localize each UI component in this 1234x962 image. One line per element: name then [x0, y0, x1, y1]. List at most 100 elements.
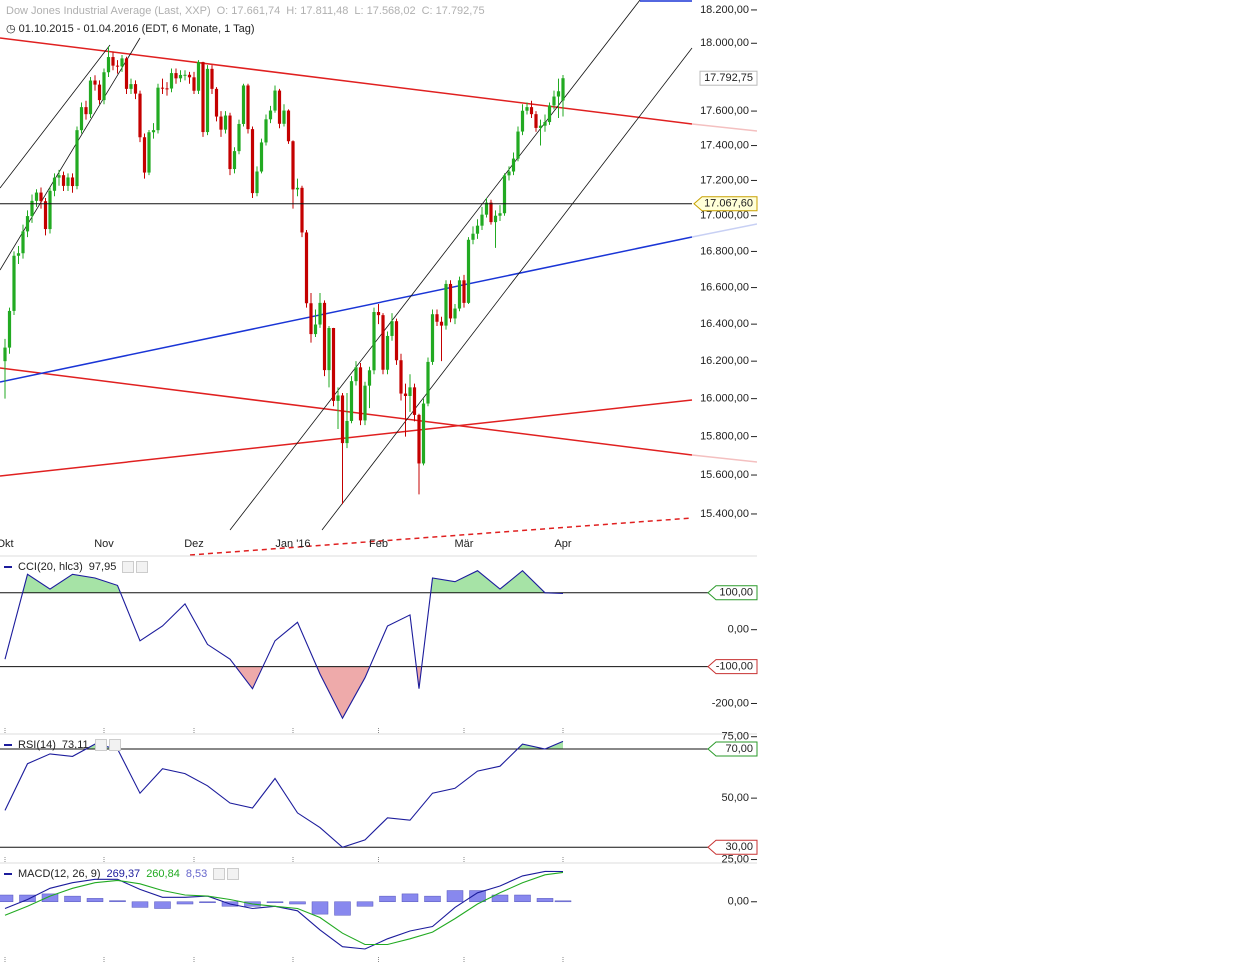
candle-body: [439, 321, 444, 326]
candle-body: [169, 73, 174, 89]
candle-body: [399, 360, 403, 394]
candle-body: [372, 312, 376, 371]
candle-body: [52, 177, 57, 191]
histogram-bar: [491, 894, 509, 903]
candle-body: [403, 393, 408, 397]
x-tick-label: Okt: [0, 538, 14, 550]
price-box: [699, 70, 758, 86]
price-label: 17.792,75: [704, 72, 753, 84]
candle-body: [336, 395, 340, 401]
candle-body: [102, 72, 106, 101]
candle-body: [174, 73, 178, 79]
candle-body: [489, 202, 493, 223]
candle-body: [291, 141, 295, 190]
ohlc: H: 17.811,48: [286, 5, 349, 17]
y-tick-label: 16.600,00: [700, 281, 749, 293]
candle-body: [129, 84, 133, 89]
y-tick-label: 15.800,00: [700, 431, 749, 443]
candle-body: [120, 58, 124, 67]
candle-body: [498, 213, 502, 216]
candle-body: [390, 321, 394, 336]
candle-body: [358, 367, 363, 421]
candle-body: [327, 328, 331, 371]
candle-body: [525, 107, 529, 111]
candle-body: [561, 78, 565, 101]
candle-body: [318, 302, 322, 325]
title: Dow Jones Industrial Average (Last, XXP): [6, 5, 211, 17]
candle-body: [417, 414, 421, 464]
histogram-bar: [109, 900, 126, 903]
candle-body: [381, 315, 385, 370]
candle-body: [151, 130, 156, 133]
y-tick-label: 15.400,00: [700, 508, 749, 520]
candle-body: [304, 232, 309, 304]
candle-body: [367, 370, 372, 386]
histogram-bar: [0, 894, 14, 903]
candle-body: [192, 77, 196, 91]
level-fill: [86, 741, 563, 750]
candle-body: [340, 395, 345, 444]
candle-body: [16, 253, 21, 256]
indicator-value: 8,53: [185, 868, 208, 880]
histogram-bar: [19, 894, 36, 903]
candle-body: [39, 192, 43, 202]
candle-body: [201, 62, 205, 133]
candle-body: [133, 84, 138, 94]
candle-body: [268, 110, 273, 120]
y-tick-label: 16.400,00: [700, 318, 749, 330]
y-tick-label: 16.000,00: [700, 393, 749, 405]
candle-body: [237, 123, 241, 152]
candle-body: [349, 381, 354, 421]
rsi-header: RSI(14) 73,11: [0, 739, 123, 752]
histogram-bar: [424, 895, 441, 903]
indicator-value: 269,37: [106, 868, 141, 880]
histogram-bar: [131, 901, 149, 908]
candle-body: [511, 158, 516, 172]
candle-body: [430, 314, 435, 362]
candle-body: [61, 175, 66, 186]
candle-body: [156, 87, 160, 131]
candle-body: [552, 96, 556, 106]
indicator-name: RSI(14): [18, 739, 56, 751]
candle-body: [264, 119, 268, 143]
y-tick-label: 17.200,00: [700, 174, 749, 186]
candle-body: [556, 91, 561, 97]
y-tick-label: 0,00: [728, 624, 749, 636]
candle-body: [493, 215, 498, 223]
y-tick-label: 17.600,00: [700, 105, 749, 117]
candle-body: [453, 308, 457, 319]
histogram-bar: [334, 901, 351, 916]
candle-body: [255, 171, 259, 194]
candle-body: [412, 387, 417, 415]
y-tick-label: 75,00: [721, 731, 749, 743]
indicator-value: 97,95: [88, 561, 117, 573]
histogram-bar: [379, 895, 396, 903]
histogram-bar: [199, 901, 216, 904]
level-label: 70,00: [725, 743, 753, 755]
trendlines: [0, 0, 757, 556]
candle-body: [331, 328, 336, 401]
candle-body: [462, 280, 466, 303]
indicator-value: 73,11: [61, 739, 89, 751]
candle-body: [277, 90, 282, 124]
candle-body: [547, 105, 552, 123]
candle-body: [79, 107, 84, 131]
candle-body: [241, 85, 246, 124]
candle-body: [507, 171, 511, 176]
histogram-bar: [289, 901, 306, 905]
candle-body: [124, 58, 129, 89]
level-fill: [342, 847, 343, 848]
candle-body: [48, 190, 52, 230]
y-tick-label: -200,00: [712, 697, 749, 709]
histogram-bar: [446, 890, 464, 903]
candle-body: [426, 361, 430, 404]
level-box: [707, 585, 758, 601]
price-box: [693, 196, 758, 212]
level-label: 30,00: [725, 841, 753, 853]
histogram-bar: [266, 901, 284, 904]
candle-body: [354, 367, 358, 382]
candle-body: [183, 74, 187, 76]
histogram-bar: [86, 898, 104, 903]
candle-body: [376, 312, 381, 316]
